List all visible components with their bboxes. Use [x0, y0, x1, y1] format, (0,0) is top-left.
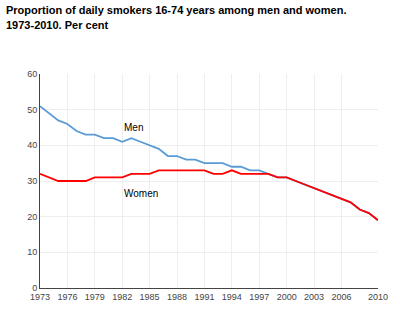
svg-text:2006: 2006 — [331, 292, 351, 302]
svg-text:40: 40 — [27, 140, 37, 150]
svg-text:1994: 1994 — [222, 292, 242, 302]
svg-text:0: 0 — [32, 283, 37, 293]
svg-text:10: 10 — [27, 247, 37, 257]
svg-text:1988: 1988 — [167, 292, 187, 302]
svg-text:Proportion of daily smokers 16: Proportion of daily smokers 16-74 years … — [6, 4, 346, 30]
svg-text:Women: Women — [124, 188, 158, 199]
svg-text:1985: 1985 — [140, 292, 160, 302]
svg-text:1979: 1979 — [85, 292, 105, 302]
svg-text:1976: 1976 — [57, 292, 77, 302]
svg-text:2000: 2000 — [277, 292, 297, 302]
svg-text:1973: 1973 — [30, 292, 50, 302]
svg-text:50: 50 — [27, 105, 37, 115]
svg-text:60: 60 — [27, 69, 37, 79]
svg-text:20: 20 — [27, 212, 37, 222]
svg-text:2003: 2003 — [304, 292, 324, 302]
svg-text:1991: 1991 — [194, 292, 214, 302]
svg-text:Men: Men — [124, 122, 143, 133]
svg-text:1997: 1997 — [249, 292, 269, 302]
svg-text:1982: 1982 — [112, 292, 132, 302]
svg-text:30: 30 — [27, 176, 37, 186]
svg-text:2010: 2010 — [368, 292, 388, 302]
